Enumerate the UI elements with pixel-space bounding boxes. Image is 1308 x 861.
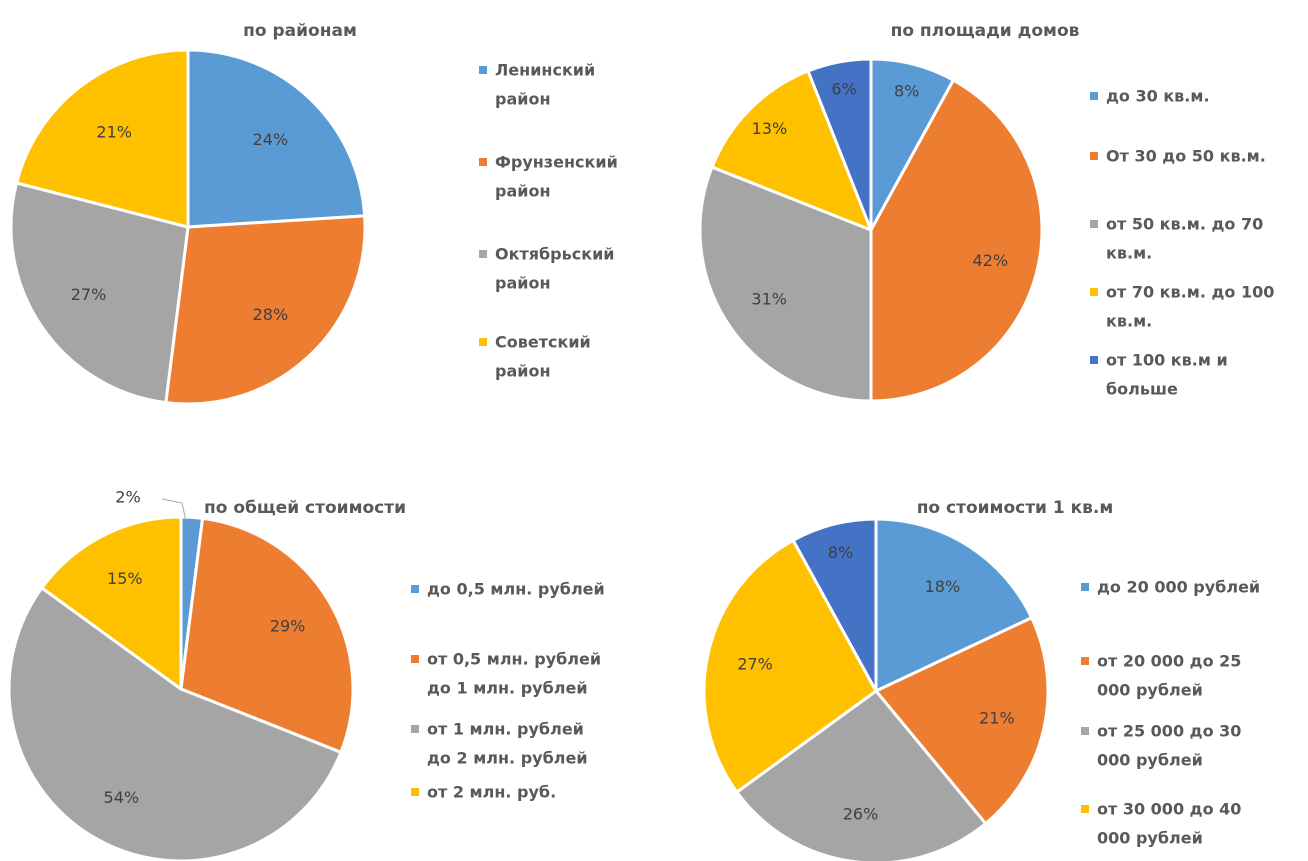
chart-1-legend-entry-4-line-1: Советский (495, 333, 591, 352)
chart-1-data-label-3: 27% (71, 285, 107, 304)
chart-1-legend-swatch-2 (479, 158, 487, 166)
chart-2-data-label-5: 6% (831, 79, 856, 98)
chart-2-title: по площади домов (891, 21, 1080, 41)
chart-1-data-label-1: 24% (253, 130, 289, 149)
chart-4-legend-entry-1-line-1: до 20 000 рублей (1097, 578, 1260, 597)
chart-2-slice-4 (710, 69, 873, 232)
chart-1-legend-entry-1-line-2: район (495, 90, 551, 109)
chart-3-legend-swatch-2 (411, 655, 419, 663)
chart-1-data-label-2: 28% (253, 305, 289, 324)
chart-2-legend-swatch-2 (1090, 152, 1098, 160)
chart-2-data-label-4: 13% (752, 119, 788, 138)
chart-3-legend-entry-3-line-1: от 1 млн. рублей (427, 720, 584, 739)
chart-2-slice-3 (698, 165, 873, 403)
chart-3-slice-2 (179, 516, 355, 754)
chart-4-legend-swatch-4 (1081, 805, 1089, 813)
chart-3-legend-entry-2-line-1: от 0,5 млн. рублей (427, 650, 601, 669)
chart-3-legend-swatch-4 (411, 788, 419, 796)
chart-1-legend-entry-2-line-2: район (495, 182, 551, 201)
chart-2-data-label-1: 8% (894, 81, 919, 100)
chart-3-legend-entry-2-line-2: до 1 млн. рублей (427, 679, 588, 698)
chart-3-label-leader-1 (161, 498, 187, 522)
chart-4-data-label-2: 21% (979, 709, 1015, 728)
chart-3-data-label-1: 2% (115, 488, 140, 507)
chart-2-data-label-2: 42% (973, 251, 1009, 270)
chart-2-data-label-3: 31% (751, 290, 787, 309)
chart-4-slice-3 (735, 689, 988, 861)
chart-2-legend-entry-3-line-1: от 50 кв.м. до 70 (1106, 215, 1263, 234)
chart-2-legend-swatch-5 (1090, 356, 1098, 364)
chart-1-legend-entry-3-line-2: район (495, 274, 551, 293)
chart-2-legend-swatch-4 (1090, 288, 1098, 296)
chart-3-data-label-4: 15% (107, 569, 143, 588)
chart-3-data-label-3: 54% (104, 788, 140, 807)
chart-1-slice-3 (9, 181, 190, 405)
chart-1-legend-entry-3-line-1: Октябрьский (495, 245, 615, 264)
chart-1-data-label-4: 21% (96, 122, 132, 141)
chart-2-legend-swatch-1 (1090, 92, 1098, 100)
chart-3-legend-entry-4-line-1: от 2 млн. руб. (427, 783, 556, 802)
chart-4-legend-swatch-2 (1081, 657, 1089, 665)
chart-4-legend-entry-2-line-1: от 20 000 до 25 (1097, 652, 1241, 671)
chart-2-legend-entry-4-line-2: кв.м. (1106, 312, 1152, 331)
chart-2-legend-entry-1-line-1: до 30 кв.м. (1106, 87, 1210, 106)
chart-1-legend-entry-1-line-1: Ленинский (495, 61, 595, 80)
chart-4-slice-2 (874, 616, 1050, 826)
chart-4-data-label-3: 26% (843, 804, 879, 823)
chart-2-legend-entry-5-line-2: больше (1106, 380, 1178, 399)
chart-3-data-label-2: 29% (270, 617, 306, 636)
chart-1-title: по районам (243, 21, 357, 41)
chart-2-slice-5 (806, 57, 873, 232)
chart-2-legend-entry-2-line-1: От 30 до 50 кв.м. (1106, 147, 1266, 166)
chart-4-slice-4 (702, 538, 878, 794)
chart-4-slice-1 (874, 517, 1034, 693)
chart-4-legend-entry-3-line-2: 000 рублей (1097, 751, 1203, 770)
chart-4-data-label-4: 27% (737, 655, 773, 674)
chart-3-legend-entry-1-line-1: до 0,5 млн. рублей (427, 580, 605, 599)
chart-4-legend-entry-4-line-2: 000 рублей (1097, 829, 1203, 848)
chart-1-legend-entry-2-line-1: Фрунзенский (495, 153, 618, 172)
chart-2-legend-swatch-3 (1090, 220, 1098, 228)
chart-3-legend-swatch-1 (411, 585, 419, 593)
chart-1-legend-swatch-1 (479, 66, 487, 74)
chart-4-slice-5 (791, 517, 878, 693)
chart-1-slice-4 (15, 48, 190, 229)
chart-1-legend-swatch-3 (479, 250, 487, 258)
chart-2-slice-2 (869, 78, 1044, 403)
chart-3-slice-3 (7, 586, 343, 861)
chart-1-legend-entry-4-line-2: район (495, 362, 551, 381)
chart-1-legend-swatch-4 (479, 338, 487, 346)
chart-3-slice-4 (40, 515, 183, 691)
chart-4-legend-swatch-1 (1081, 583, 1089, 591)
chart-3-legend-swatch-3 (411, 725, 419, 733)
chart-2-legend-entry-4-line-1: от 70 кв.м. до 100 (1106, 283, 1274, 302)
chart-4-legend-swatch-3 (1081, 727, 1089, 735)
chart-4-title: по стоимости 1 кв.м (917, 498, 1114, 518)
chart-2-legend-entry-3-line-2: кв.м. (1106, 244, 1152, 263)
chart-3-legend-entry-3-line-2: до 2 млн. рублей (427, 749, 588, 768)
chart-2-legend-entry-5-line-1: от 100 кв.м и (1106, 351, 1228, 370)
chart-3-title: по общей стоимости (204, 498, 406, 518)
chart-4-data-label-5: 8% (828, 543, 853, 562)
chart-4-data-label-1: 18% (925, 577, 961, 596)
chart-4-legend-entry-3-line-1: от 25 000 до 30 (1097, 722, 1241, 741)
chart-4-legend-entry-2-line-2: 000 рублей (1097, 681, 1203, 700)
chart-4-legend-entry-4-line-1: от 30 000 до 40 (1097, 800, 1241, 819)
chart-1-slice-1 (186, 48, 367, 229)
chart-1-slice-2 (164, 214, 367, 406)
